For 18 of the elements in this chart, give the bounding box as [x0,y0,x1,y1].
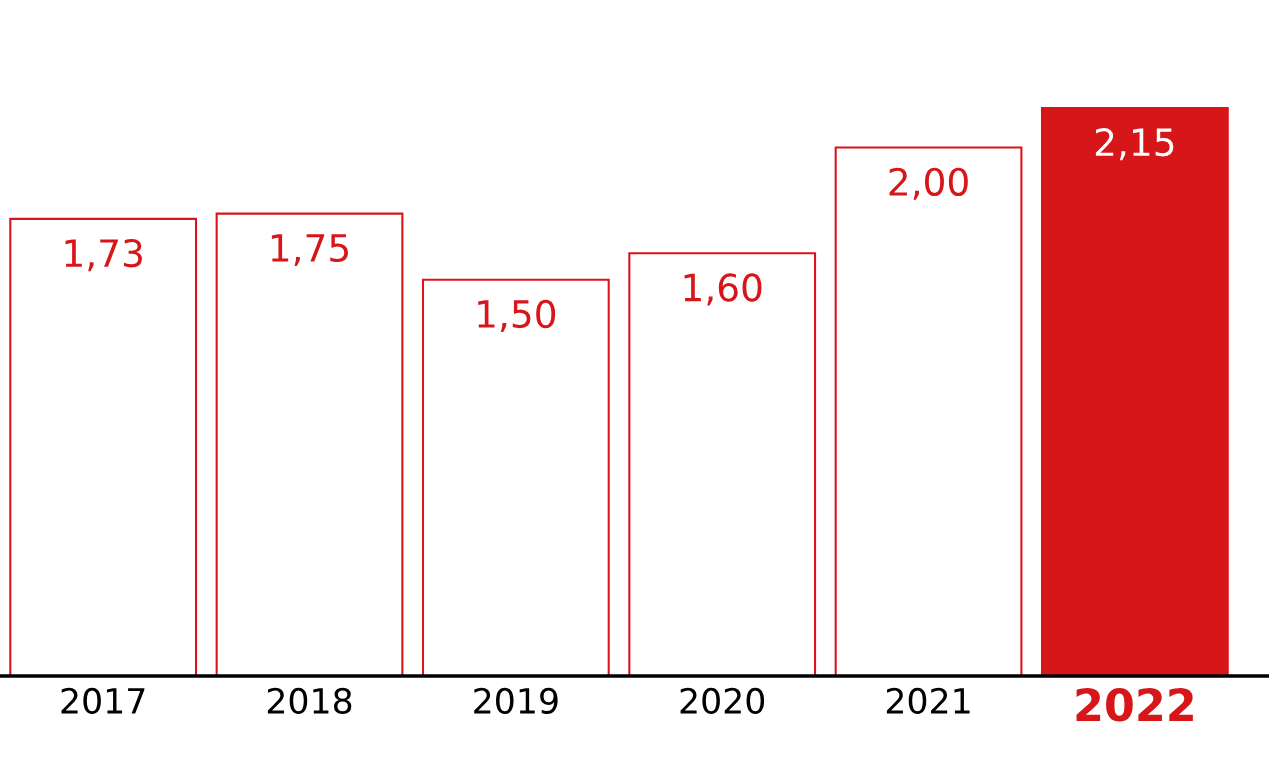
x-tick-label: 2017 [61,687,145,714]
data-label: 1,75 [271,234,348,266]
x-tick-label: 2018 [267,687,352,714]
bar [628,252,817,676]
bar [215,212,404,676]
x-tick-label: 2022 [1076,687,1193,722]
bar [834,146,1023,676]
x-tick-label: 2020 [680,687,765,714]
bar [1040,106,1229,676]
bar [421,278,610,676]
data-label: 1,73 [65,239,142,272]
data-label: 2,00 [889,167,968,200]
x-tick-label: 2019 [474,687,558,714]
data-label: 1,50 [478,299,556,332]
data-label: 1,60 [684,273,762,306]
data-label: 2,15 [1095,128,1174,161]
bar [9,217,198,676]
x-tick-label: 2021 [886,687,970,714]
